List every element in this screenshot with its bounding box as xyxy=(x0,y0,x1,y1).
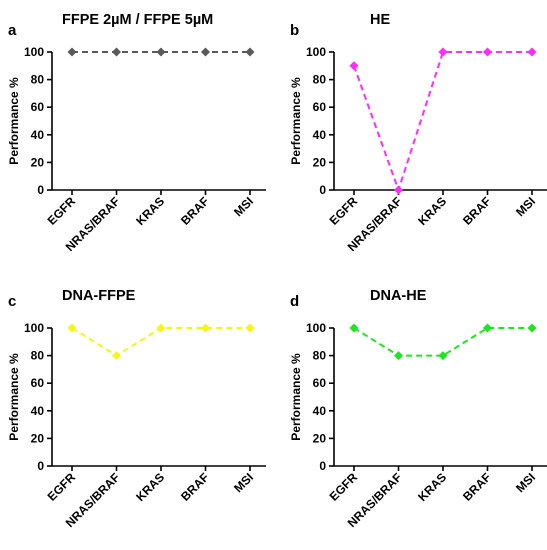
y-tick-label: 80 xyxy=(313,349,327,363)
y-tick-label: 0 xyxy=(319,183,326,197)
x-tick-label: MSI xyxy=(513,194,538,219)
data-point-marker xyxy=(67,47,77,57)
data-point-marker xyxy=(438,47,448,57)
data-point-marker xyxy=(201,47,210,57)
y-tick-label: 100 xyxy=(24,45,44,59)
y-tick-label: 40 xyxy=(313,128,327,142)
x-tick-label: EGFR xyxy=(45,194,79,228)
x-tick-label: BRAF xyxy=(460,194,493,227)
panel-letter: c xyxy=(8,293,16,310)
data-point-marker xyxy=(438,351,448,361)
y-tick-label: 80 xyxy=(313,73,327,87)
series-line xyxy=(353,327,532,357)
x-tick-label: EGFR xyxy=(327,470,361,504)
y-axis-label: Performance % xyxy=(7,353,21,441)
panel-a: a FFPE 2µM / FFPE 5µM 0 20 40 60 80 100 Performa… xyxy=(7,12,266,254)
chart-title: FFPE 2µM / FFPE 5µM xyxy=(62,12,213,28)
y-tick-label: 40 xyxy=(313,404,327,418)
data-point-marker xyxy=(156,323,166,333)
y-tick-label: 40 xyxy=(31,128,45,142)
y-tick-label: 20 xyxy=(313,155,327,169)
data-point-marker xyxy=(483,47,492,57)
data-point-marker xyxy=(245,323,255,333)
y-tick-label: 0 xyxy=(37,459,44,473)
y-tick-label: 20 xyxy=(313,431,327,445)
y-tick-label: 80 xyxy=(31,349,45,363)
x-tick-label: MSI xyxy=(513,470,538,495)
x-tick-label: BRAF xyxy=(178,470,211,503)
x-tick-label: KRAS xyxy=(133,470,167,504)
x-tick-label: BRAF xyxy=(460,470,493,503)
data-point-marker xyxy=(112,351,121,361)
x-tick-label: EGFR xyxy=(327,194,361,228)
chart-title: DNA-FFPE xyxy=(62,288,136,304)
panel-letter: b xyxy=(290,22,299,39)
y-tick-label: 20 xyxy=(31,431,45,445)
data-point-marker xyxy=(245,47,255,57)
y-tick-label: 80 xyxy=(31,73,45,87)
x-tick-label: BRAF xyxy=(178,194,211,227)
panel-letter: d xyxy=(290,293,299,310)
y-tick-label: 60 xyxy=(313,100,327,114)
y-tick-label: 0 xyxy=(319,459,326,473)
x-tick-label: KRAS xyxy=(133,194,167,228)
y-tick-label: 60 xyxy=(31,100,45,114)
data-point-marker xyxy=(201,323,210,333)
y-tick-label: 60 xyxy=(31,376,45,390)
y-tick-label: 100 xyxy=(306,321,326,335)
panel-letter: a xyxy=(8,22,17,39)
x-tick-label: EGFR xyxy=(45,470,79,504)
y-tick-label: 0 xyxy=(37,183,44,197)
data-point-marker xyxy=(156,47,166,57)
chart-title: HE xyxy=(370,12,390,28)
y-axis-label: Performance % xyxy=(289,353,303,441)
y-tick-label: 20 xyxy=(31,155,45,169)
y-axis-label: Performance % xyxy=(7,77,21,165)
y-axis-label: Performance % xyxy=(289,77,303,165)
data-point-marker xyxy=(349,323,359,333)
data-point-marker xyxy=(349,61,359,71)
y-tick-label: 100 xyxy=(306,45,326,59)
data-point-marker xyxy=(527,47,537,57)
y-tick-label: 40 xyxy=(31,404,45,418)
y-tick-label: 100 xyxy=(24,321,44,335)
data-point-marker xyxy=(67,323,77,333)
x-tick-label: MSI xyxy=(231,470,256,495)
x-tick-label: MSI xyxy=(231,194,256,219)
data-point-marker xyxy=(112,47,121,57)
data-point-marker xyxy=(483,323,492,333)
x-tick-label: KRAS xyxy=(415,470,449,504)
data-point-marker xyxy=(394,185,403,195)
series-line xyxy=(353,51,532,194)
y-tick-label: 60 xyxy=(313,376,327,390)
chart-title: DNA-HE xyxy=(370,288,427,304)
data-point-marker xyxy=(394,351,403,361)
x-tick-label: KRAS xyxy=(415,194,449,228)
data-point-marker xyxy=(527,323,537,333)
